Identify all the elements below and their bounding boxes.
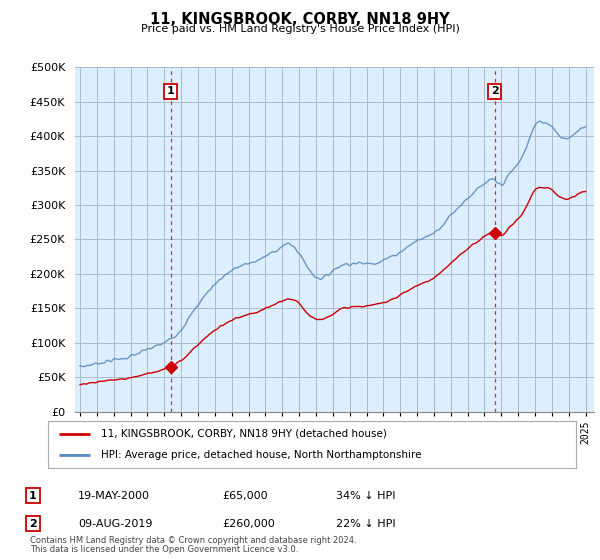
Text: 11, KINGSBROOK, CORBY, NN18 9HY: 11, KINGSBROOK, CORBY, NN18 9HY [150,12,450,27]
Text: £65,000: £65,000 [222,491,268,501]
Text: HPI: Average price, detached house, North Northamptonshire: HPI: Average price, detached house, Nort… [101,450,421,460]
Text: 19-MAY-2000: 19-MAY-2000 [78,491,150,501]
Text: 09-AUG-2019: 09-AUG-2019 [78,519,152,529]
Text: 1: 1 [167,86,175,96]
Text: 1: 1 [29,491,37,501]
Text: Contains HM Land Registry data © Crown copyright and database right 2024.: Contains HM Land Registry data © Crown c… [30,536,356,545]
Text: 22% ↓ HPI: 22% ↓ HPI [336,519,395,529]
Text: 34% ↓ HPI: 34% ↓ HPI [336,491,395,501]
Text: 2: 2 [29,519,37,529]
Text: 11, KINGSBROOK, CORBY, NN18 9HY (detached house): 11, KINGSBROOK, CORBY, NN18 9HY (detache… [101,428,386,438]
Text: £260,000: £260,000 [222,519,275,529]
Text: 2: 2 [491,86,499,96]
Text: Price paid vs. HM Land Registry's House Price Index (HPI): Price paid vs. HM Land Registry's House … [140,24,460,34]
Text: This data is licensed under the Open Government Licence v3.0.: This data is licensed under the Open Gov… [30,545,298,554]
